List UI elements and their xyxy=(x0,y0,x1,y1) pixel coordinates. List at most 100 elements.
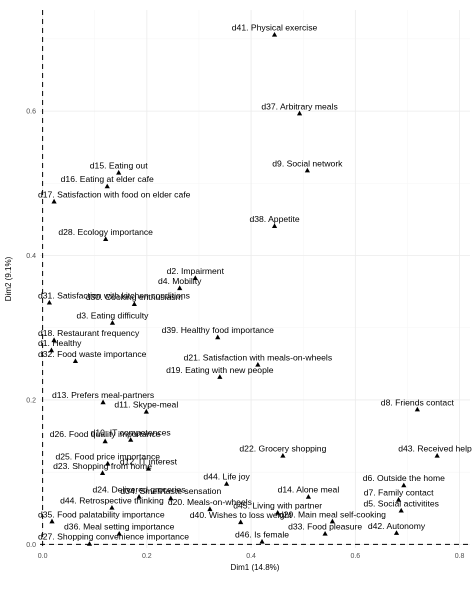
data-point: d31. Satisfaction with kitchen condition… xyxy=(38,290,190,305)
point-marker xyxy=(136,494,142,499)
y-tick-label: 0.6 xyxy=(26,109,36,116)
point-label: d38. Appetite xyxy=(249,214,299,224)
point-marker xyxy=(401,482,407,488)
point-label: d15. Eating out xyxy=(90,160,148,170)
point-marker xyxy=(99,470,106,475)
data-point: d29. Main meal self-cooking xyxy=(279,509,386,524)
point-label: d1. Healthy xyxy=(38,338,82,348)
point-label: d27. Shopping convenience importance xyxy=(38,532,189,542)
point-label: d19. Eating with new people xyxy=(166,365,274,375)
data-point: d20. Meals-on-wheels xyxy=(168,497,252,512)
data-point: d35. Food palatability importance xyxy=(38,509,165,524)
point-label: d34. Smell/taste sensation xyxy=(120,486,221,496)
point-marker xyxy=(322,530,328,536)
point-marker xyxy=(116,169,122,175)
data-point: d27. Shopping convenience importance xyxy=(38,532,189,546)
data-point: d13. Prefers meal-partners xyxy=(52,390,154,405)
data-point: d6. Outside the home xyxy=(363,473,445,488)
data-point: d12. IT interest xyxy=(120,457,178,471)
point-marker xyxy=(103,236,109,242)
data-point: d34. Smell/taste sensation xyxy=(120,486,221,501)
point-label: d12. IT interest xyxy=(120,457,178,467)
point-label: d11. Skype-meal xyxy=(114,400,178,410)
point-marker xyxy=(46,299,52,305)
data-point: d26. Food quality importance xyxy=(50,429,161,444)
x-tick-label: 0.2 xyxy=(142,553,152,560)
point-marker xyxy=(259,538,265,544)
point-label: d31. Satisfaction with kitchen condition… xyxy=(38,290,190,300)
point-marker xyxy=(51,337,57,343)
y-tick-label: 0.2 xyxy=(26,397,36,404)
point-label: d29. Main meal self-cooking xyxy=(279,509,386,519)
data-point: d7. Family contact xyxy=(364,488,434,502)
point-marker xyxy=(49,518,55,524)
data-point: d14. Alone meal xyxy=(278,485,339,499)
point-label: d13. Prefers meal-partners xyxy=(52,390,154,400)
point-marker xyxy=(304,167,310,173)
point-label: d41. Physical exercise xyxy=(232,23,318,33)
data-point: d4. Mobility xyxy=(158,276,202,291)
point-marker xyxy=(414,406,420,412)
point-marker xyxy=(223,481,230,486)
data-point: d8. Friends contact xyxy=(381,397,455,412)
point-marker xyxy=(271,223,278,229)
point-label: d44. Retrospective thinking xyxy=(60,496,164,506)
point-label: d46. Is female xyxy=(235,530,289,540)
x-tick-label: 0.8 xyxy=(455,553,465,560)
point-label: d16. Eating at elder cafe xyxy=(61,174,154,184)
point-label: d42. Autonomy xyxy=(368,521,426,531)
data-point: d18. Restaurant frequency xyxy=(38,328,140,343)
point-marker xyxy=(280,452,286,458)
point-label: d25. Food price importance xyxy=(55,452,160,462)
data-point: d28. Ecology importance xyxy=(58,227,153,242)
y-axis-ticks: 0.0 0.2 0.4 0.6 xyxy=(26,109,36,549)
point-marker xyxy=(109,504,115,510)
point-label: d43. Received help xyxy=(398,444,472,454)
point-marker xyxy=(434,452,440,458)
point-marker xyxy=(102,438,108,444)
point-label: d20. Meals-on-wheels xyxy=(168,497,252,507)
point-label: d4. Mobility xyxy=(158,276,202,286)
x-tick-label: 0.4 xyxy=(246,553,256,560)
data-point: d24. Delivered groceries xyxy=(92,485,186,499)
point-marker xyxy=(255,361,261,367)
point-label: d36. Meal setting importance xyxy=(64,522,175,532)
point-marker xyxy=(109,320,116,325)
point-label: d8. Friends contact xyxy=(381,397,455,407)
point-label: d28. Ecology importance xyxy=(58,227,153,237)
point-label: d45. Living with partner xyxy=(233,501,322,511)
point-label: d32. Food waste importance xyxy=(38,349,147,359)
data-point: d25. Food price importance xyxy=(55,452,160,466)
data-point: d23. Shopping from home xyxy=(53,461,152,475)
data-point: d40. Wishes to loss weight xyxy=(190,510,292,525)
data-points: d41. Physical exercise d37. Arbitrary mea… xyxy=(38,23,472,546)
point-marker xyxy=(145,465,152,471)
data-point: d36. Meal setting importance xyxy=(64,522,175,536)
point-marker xyxy=(207,506,213,512)
point-marker xyxy=(51,198,57,204)
data-point: d11. Skype-meal xyxy=(114,400,178,414)
x-axis-title: Dim1 (14.8%) xyxy=(231,563,280,572)
point-label: d2. Impairment xyxy=(167,266,225,276)
point-label: d21. Satisfaction with meals-on-wheels xyxy=(184,353,333,363)
point-marker xyxy=(177,285,183,291)
data-point: d39. Healthy food importance xyxy=(162,325,274,340)
point-marker xyxy=(143,408,149,414)
data-point: d16. Eating at elder cafe xyxy=(61,174,154,189)
data-point: d42. Autonomy xyxy=(368,521,426,535)
data-point: d38. Appetite xyxy=(249,214,300,229)
data-point: d10. IT competences xyxy=(91,428,171,442)
data-point: d9. Social network xyxy=(272,158,343,173)
point-marker xyxy=(305,494,312,499)
point-marker xyxy=(395,497,402,502)
point-label: d3. Eating difficulty xyxy=(76,311,149,321)
point-marker xyxy=(131,301,137,306)
data-point: d44. Retrospective thinking xyxy=(60,496,164,510)
point-marker xyxy=(329,518,335,524)
point-label: d6. Outside the home xyxy=(363,473,445,483)
y-axis-title: Dim2 (9.1%) xyxy=(4,256,13,301)
point-marker xyxy=(105,460,111,466)
y-tick-label: 0.4 xyxy=(26,253,36,260)
x-tick-label: 0.6 xyxy=(350,553,360,560)
